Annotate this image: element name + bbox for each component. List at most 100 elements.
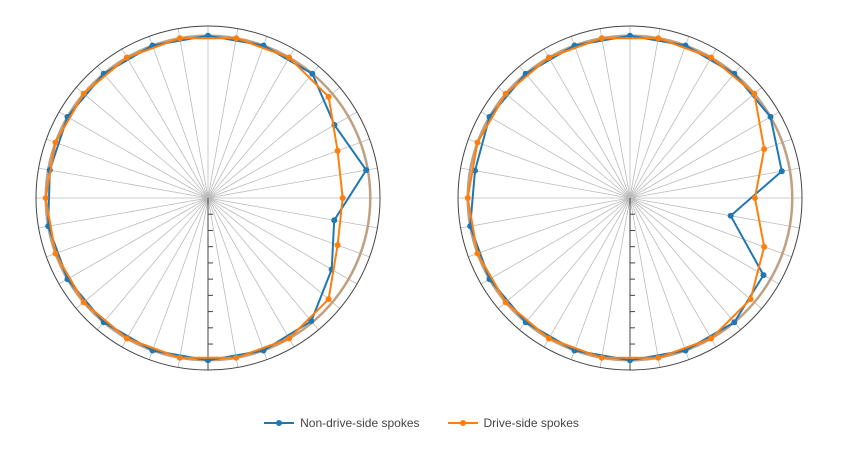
data-point-drive-side [655, 354, 662, 361]
spoke-gridline [480, 197, 631, 285]
data-point-drive-side [474, 250, 481, 257]
spoke-gridline [543, 48, 631, 199]
spoke-gridline [629, 197, 763, 309]
spoke-gridline [207, 197, 341, 309]
data-point-drive-side [655, 35, 662, 42]
spoke-gridline [570, 36, 631, 199]
spoke-gridline [599, 197, 631, 368]
spoke-gridline [97, 65, 209, 199]
spoke-gridline [629, 167, 800, 199]
spoke-gridline [207, 197, 295, 348]
data-point-non-drive-side [331, 217, 338, 224]
data-point-drive-side [545, 335, 552, 342]
spoke-gridline [629, 87, 763, 199]
data-point-drive-side [761, 146, 768, 153]
spoke-gridline [599, 28, 631, 199]
data-point-drive-side [334, 147, 341, 154]
spoke-gridline [46, 138, 209, 199]
spoke-gridline [207, 197, 319, 331]
spoke-gridline [207, 48, 295, 199]
spoke-gridline [38, 197, 209, 229]
spoke-gridline [468, 138, 631, 199]
data-point-drive-side [761, 243, 768, 250]
data-point-drive-side [708, 335, 715, 342]
spoke-gridline [207, 28, 239, 199]
spoke-gridline [207, 197, 268, 360]
data-point-drive-side [123, 335, 130, 342]
data-point-drive-side [747, 296, 754, 303]
legend-swatch-non-drive-side-icon [264, 420, 295, 426]
data-point-non-drive-side [760, 272, 767, 279]
data-point-non-drive-side [308, 318, 315, 325]
data-point-drive-side [42, 195, 49, 201]
spoke-gridline [207, 87, 341, 199]
legend-item-non-drive-side[interactable]: Non-drive-side spokes [264, 416, 420, 430]
spoke-gridline [207, 197, 370, 258]
data-point-drive-side [176, 35, 183, 42]
data-point-non-drive-side [778, 168, 785, 175]
spoke-gridline [629, 197, 741, 331]
polar-chart-2 [457, 25, 803, 371]
spoke-gridline [468, 197, 631, 258]
data-point-drive-side [80, 90, 87, 97]
legend-swatch-drive-side-icon [447, 420, 478, 426]
data-point-drive-side [233, 354, 240, 361]
spoke-gridline [480, 111, 631, 199]
spoke-gridline [543, 197, 631, 348]
data-point-drive-side [708, 54, 715, 61]
data-point-drive-side [598, 35, 605, 42]
spoke-gridline [629, 28, 661, 199]
data-point-non-drive-side [731, 319, 738, 326]
spoke-gridline [97, 197, 209, 331]
spoke-gridline [629, 65, 741, 199]
data-point-drive-side [233, 35, 240, 42]
spoke-gridline [497, 197, 631, 309]
spoke-gridline [629, 197, 690, 360]
data-point-non-drive-side [363, 167, 370, 174]
data-point-drive-side [598, 354, 605, 361]
spoke-gridline [207, 138, 370, 199]
spoke-gridline [629, 197, 717, 348]
spoke-gridline [497, 87, 631, 199]
data-point-drive-side [751, 195, 758, 201]
spoke-gridline [121, 197, 209, 348]
spoke-gridline [207, 197, 239, 368]
spoke-gridline [629, 197, 780, 285]
spoke-gridline [58, 111, 209, 199]
spoke-gridline [570, 197, 631, 360]
data-point-drive-side [52, 250, 59, 257]
spoke-gridline [460, 197, 631, 229]
spoke-gridline [207, 36, 268, 199]
data-point-drive-side [325, 93, 332, 100]
spoke-gridline [75, 87, 209, 199]
spoke-gridline [38, 167, 209, 199]
spoke-gridline [207, 167, 378, 199]
legend: Non-drive-side spokes Drive-side spokes [0, 411, 843, 435]
data-point-drive-side [474, 139, 481, 146]
data-point-drive-side [502, 90, 509, 97]
data-point-drive-side [52, 139, 59, 146]
data-point-drive-side [339, 195, 346, 201]
spoke-gridline [519, 65, 631, 199]
data-point-drive-side [286, 335, 293, 342]
legend-item-drive-side[interactable]: Drive-side spokes [447, 416, 579, 430]
spoke-gridline [460, 167, 631, 199]
spoke-gridline [177, 28, 209, 199]
data-point-drive-side [325, 296, 332, 303]
spoke-gridline [58, 197, 209, 285]
data-point-drive-side [80, 299, 87, 306]
polar-chart-1 [35, 25, 381, 371]
data-point-drive-side [286, 54, 293, 61]
spoke-gridline [519, 197, 631, 331]
spoke-gridline [46, 197, 209, 258]
spoke-gridline [629, 197, 800, 229]
spoke-gridline [629, 197, 661, 368]
legend-label-drive-side: Drive-side spokes [483, 416, 579, 430]
spoke-gridline [629, 48, 717, 199]
legend-label-non-drive-side: Non-drive-side spokes [300, 416, 420, 430]
spoke-gridline [177, 197, 209, 368]
spoke-gridline [148, 197, 209, 360]
spoke-gridline [75, 197, 209, 309]
data-point-drive-side [123, 54, 130, 61]
